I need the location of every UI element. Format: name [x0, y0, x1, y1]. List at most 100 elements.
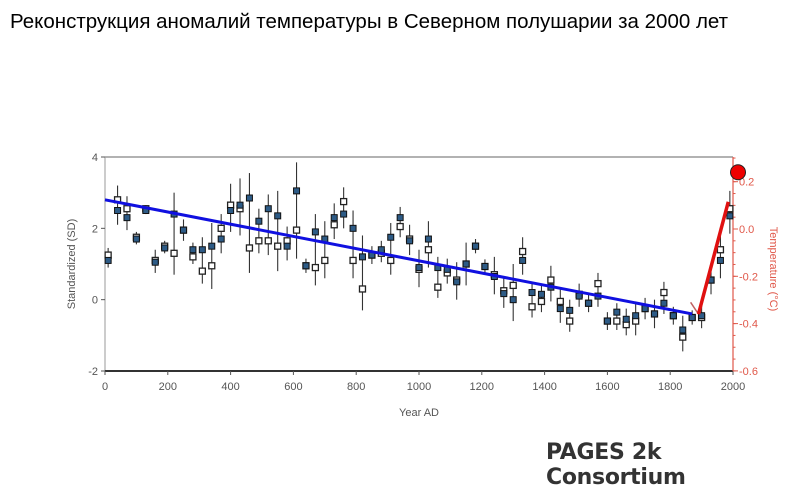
- filled-marker: [208, 242, 216, 250]
- filled-marker: [537, 290, 545, 298]
- filled-marker: [151, 258, 159, 266]
- filled-marker: [245, 194, 253, 202]
- filled-marker: [481, 262, 489, 270]
- filled-marker: [698, 312, 706, 320]
- filled-marker: [575, 292, 583, 300]
- filled-marker: [189, 246, 197, 254]
- filled-marker: [472, 242, 480, 250]
- filled-marker: [104, 256, 112, 264]
- open-marker: [547, 276, 555, 284]
- y-tick-label: 4: [92, 152, 98, 164]
- open-marker: [387, 256, 395, 265]
- x-tick-label: 600: [284, 381, 302, 393]
- filled-marker: [236, 201, 244, 209]
- open-marker: [255, 237, 263, 245]
- filled-marker: [180, 226, 187, 234]
- filled-marker: [387, 233, 395, 241]
- filled-marker: [679, 326, 687, 334]
- open-marker: [509, 281, 517, 290]
- instrumental-temperature-line: [696, 201, 730, 315]
- open-marker: [424, 246, 433, 254]
- open-marker: [434, 283, 442, 291]
- filled-marker: [132, 235, 140, 243]
- filled-marker: [349, 224, 357, 232]
- open-marker: [518, 247, 527, 256]
- open-marker: [613, 317, 621, 325]
- filled-marker: [509, 296, 517, 304]
- filled-marker: [358, 253, 366, 261]
- filled-marker: [519, 256, 527, 264]
- filled-marker: [114, 207, 122, 214]
- filled-marker: [340, 210, 348, 218]
- x-tick-label: 800: [347, 381, 365, 393]
- y-tick-label: 0: [92, 295, 98, 307]
- x-tick-label: 2000: [721, 381, 745, 393]
- x-tick-label: 1200: [470, 381, 494, 393]
- filled-marker: [453, 278, 461, 286]
- open-marker: [716, 246, 725, 254]
- open-marker: [123, 205, 131, 213]
- x-tick-label: 0: [102, 381, 108, 393]
- open-marker: [528, 303, 536, 311]
- open-marker: [660, 288, 668, 297]
- filled-marker: [227, 207, 235, 214]
- filled-marker: [566, 306, 574, 314]
- filled-marker: [330, 214, 338, 222]
- recent-temperature-point: [730, 164, 746, 181]
- open-marker: [339, 197, 348, 206]
- open-marker: [217, 224, 225, 232]
- y2-tick-label: -0.6: [739, 366, 758, 378]
- y2-tick-label: 0.0: [739, 224, 754, 236]
- filled-marker: [528, 289, 536, 297]
- filled-marker: [613, 308, 621, 316]
- filled-marker: [274, 212, 282, 220]
- x-tick-label: 400: [221, 381, 239, 393]
- filled-marker: [556, 305, 564, 313]
- open-marker: [198, 267, 206, 275]
- filled-marker: [726, 212, 734, 220]
- filled-marker: [603, 317, 611, 325]
- filled-marker: [660, 299, 668, 307]
- filled-marker: [311, 228, 319, 236]
- open-marker: [566, 317, 574, 325]
- open-marker: [349, 256, 357, 265]
- x-tick-label: 1800: [658, 381, 682, 393]
- open-marker: [396, 222, 404, 231]
- filled-marker: [424, 235, 432, 243]
- filled-marker: [217, 235, 225, 243]
- filled-marker: [622, 315, 630, 323]
- open-marker: [292, 226, 301, 234]
- filled-marker: [415, 264, 423, 272]
- open-marker: [556, 297, 564, 306]
- filled-marker: [462, 260, 470, 268]
- open-marker: [245, 244, 254, 252]
- open-marker: [594, 279, 602, 288]
- y2-tick-label: 0.2: [739, 177, 754, 189]
- filled-marker: [264, 205, 272, 213]
- open-marker: [189, 253, 197, 261]
- open-marker: [679, 333, 687, 341]
- temperature-reconstruction-chart: 0 200 400 600 800 1000 1200 1400 1600 1800 2000 -2 0…: [66, 152, 779, 419]
- y2-axis-label: Temperature (°C): [767, 227, 779, 311]
- open-marker: [264, 237, 272, 245]
- credit-text: PAGES 2k Consortium: [546, 440, 686, 490]
- filled-marker: [651, 310, 658, 318]
- filled-marker: [406, 237, 414, 245]
- y-axis-label: Standardized (SD): [66, 219, 78, 310]
- filled-marker: [585, 299, 593, 307]
- filled-marker: [283, 242, 291, 250]
- instrumental-start-segment: [689, 301, 700, 315]
- x-tick-label: 200: [159, 381, 177, 393]
- filled-marker: [396, 214, 404, 222]
- filled-marker: [198, 246, 206, 254]
- open-marker: [537, 297, 546, 306]
- open-marker: [358, 285, 367, 293]
- trend-line: [104, 198, 693, 316]
- open-marker: [330, 221, 338, 229]
- x-axis-label: Year AD: [399, 407, 439, 419]
- filled-marker: [293, 187, 301, 195]
- filled-marker: [161, 244, 169, 252]
- open-marker: [321, 256, 329, 265]
- filled-marker: [669, 312, 677, 320]
- open-marker: [274, 242, 282, 250]
